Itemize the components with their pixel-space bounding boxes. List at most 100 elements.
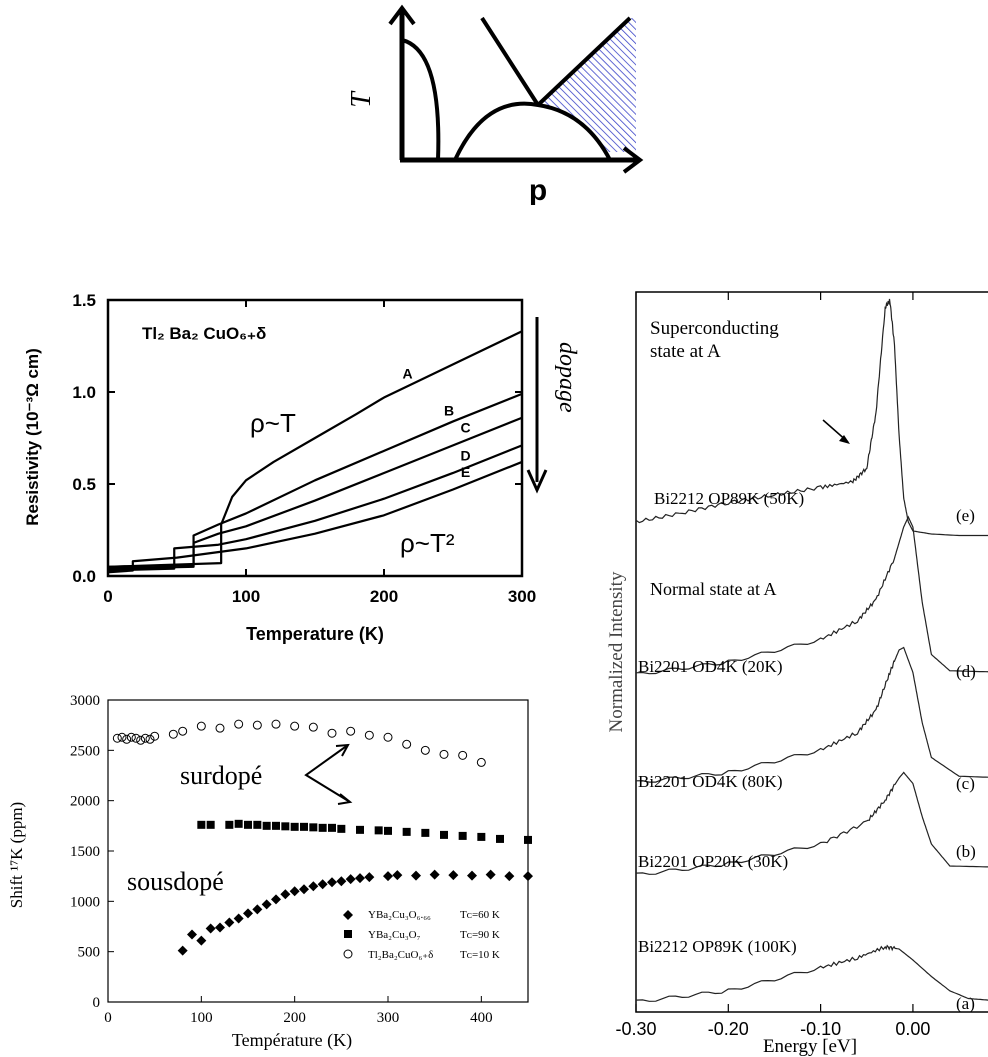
res-curve-label-E: E <box>461 464 470 480</box>
shift-point-diamond <box>196 935 207 946</box>
shift-xlabel: Température (K) <box>232 1030 352 1051</box>
legend-tc-3: Tᴄ=10 K <box>460 949 500 961</box>
normal-state-label: Normal state at A <box>650 579 776 599</box>
shift-point-circle <box>402 739 412 749</box>
phase-x-label: p <box>529 174 547 205</box>
legend-compound-3: Tl₂Ba₂CuO₆₊δ <box>368 949 433 961</box>
phase-y-label: T <box>346 90 377 108</box>
shift-point-circle <box>234 719 244 729</box>
shift-ytick-label: 1000 <box>70 894 100 910</box>
shift-ytick-label: 2500 <box>70 743 100 759</box>
shift-point-square <box>374 826 383 835</box>
legend-tc-2: Tᴄ=90 K <box>460 929 500 941</box>
arpes-xtick-label: -0.10 <box>800 1019 841 1039</box>
shift-point-diamond <box>243 908 253 919</box>
shift-point-diamond <box>392 870 403 881</box>
shift-point-circle <box>476 757 486 767</box>
arpes-xlabel: Energy [eV] <box>763 1036 857 1057</box>
shift-point-square <box>496 834 504 843</box>
spectrum-name-0: Bi2212 OP89K (50K) <box>654 489 804 508</box>
hatched-region <box>538 18 636 152</box>
shift-point-square <box>281 822 290 831</box>
shift-point-circle <box>271 719 281 729</box>
shift-point-square <box>458 831 467 840</box>
shift-point-diamond <box>467 870 477 881</box>
shift-point-square <box>253 820 262 829</box>
shift-point-circle <box>215 723 225 733</box>
shift-point-diamond <box>299 884 309 895</box>
shift-xtick-label: 200 <box>283 1010 306 1026</box>
shift-point-diamond <box>448 870 459 881</box>
legend-tc-1: Tᴄ=60 K <box>460 909 500 921</box>
shift-point-square <box>197 820 206 829</box>
shift-point-diamond <box>383 871 393 882</box>
arpes-xtick-label: -0.20 <box>708 1019 749 1039</box>
res-xtick-label: 100 <box>232 587 260 606</box>
spectrum-name-2: Bi2201 OD4K (80K) <box>638 772 783 791</box>
shift-point-circle <box>131 733 141 743</box>
shift-point-diamond <box>215 922 225 933</box>
shift-point-diamond <box>355 873 365 884</box>
shift-legend: YBa₂Cu₃O₆.₆₆ Tᴄ=60 K YBa₂Cu₃O₇ Tᴄ=90 K T… <box>343 909 500 961</box>
shift-point-square <box>440 830 448 839</box>
shift-point-diamond <box>280 889 291 900</box>
shift-point-circle <box>420 745 430 755</box>
shift-point-diamond <box>289 886 300 897</box>
arpes-ylabel: Normalized Intensity <box>606 571 627 732</box>
shift-point-square <box>384 826 392 835</box>
shift-point-diamond <box>233 913 244 924</box>
shift-point-diamond <box>177 945 188 956</box>
res-xtick-label: 300 <box>508 587 536 606</box>
shift-point-diamond <box>205 923 216 934</box>
surdope-label: surdopé <box>180 761 262 790</box>
res-curve-label-C: C <box>460 420 470 436</box>
res-xtick-label: 200 <box>370 587 398 606</box>
arpes-chart: -0.30 -0.20 -0.10 0.00 Superconducting stat… <box>598 282 988 1057</box>
shift-point-circle <box>136 735 146 745</box>
shift-xtick-label: 100 <box>190 1010 213 1026</box>
shift-ytick-label: 500 <box>78 945 101 961</box>
shift-point-square <box>225 820 234 829</box>
shift-point-diamond <box>187 929 197 940</box>
arpes-curve-e <box>635 298 988 537</box>
legend-compound-2: YBa₂Cu₃O₇ <box>368 929 421 941</box>
res-xtick-label: 0 <box>103 587 112 606</box>
res-curve-C <box>107 416 523 570</box>
shift-point-diamond <box>485 869 496 880</box>
shift-point-circle <box>112 733 122 743</box>
spectrum-tag-4: (a) <box>956 994 975 1013</box>
res-curve-A <box>107 330 523 568</box>
shift-point-square <box>244 820 252 829</box>
shift-point-diamond <box>429 869 440 880</box>
shift-point-diamond <box>261 899 272 910</box>
shift-point-diamond <box>411 870 421 881</box>
shift-point-square <box>300 822 308 831</box>
res-curve-label-A: A <box>403 365 413 381</box>
res-curve-E <box>107 460 523 574</box>
shift-point-diamond <box>252 904 263 915</box>
surdope-arrows <box>304 744 351 803</box>
shift-point-diamond <box>271 894 281 905</box>
shift-ytick-label: 1500 <box>70 844 100 860</box>
shift-point-square <box>290 822 299 831</box>
shift-point-square <box>356 825 364 834</box>
shift-point-diamond <box>224 917 235 928</box>
shift-xtick-label: 400 <box>470 1010 493 1026</box>
shift-xtick-label: 300 <box>377 1010 400 1026</box>
spectrum-name-1: Bi2201 OD4K (20K) <box>638 657 783 676</box>
legend-compound-1: YBa₂Cu₃O₆.₆₆ <box>368 909 431 921</box>
shift-point-diamond <box>336 876 347 887</box>
shift-point-circle <box>439 749 449 759</box>
shift-point-diamond <box>345 874 356 885</box>
res-ylabel: Resistivity (10⁻³Ω cm) <box>23 348 42 526</box>
shift-point-square <box>402 827 411 836</box>
shift-point-circle <box>168 729 178 739</box>
arpes-frame <box>635 291 988 1013</box>
arpes-xtick-label: -0.30 <box>615 1019 656 1039</box>
shift-point-diamond <box>308 881 319 892</box>
shift-point-circle <box>122 734 132 744</box>
dopage-label: dopage <box>554 342 580 413</box>
arpes-curve-d <box>635 515 988 675</box>
shift-point-diamond <box>317 879 328 890</box>
